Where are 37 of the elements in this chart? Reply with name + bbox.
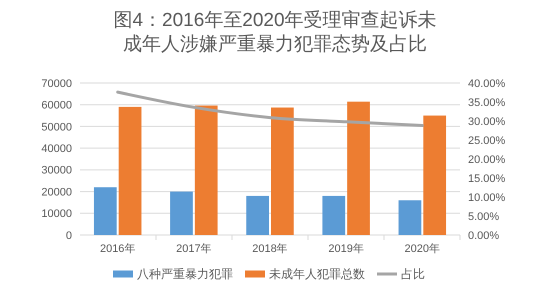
- x-tick-label: 2017年: [176, 243, 212, 255]
- line-series: [116, 90, 424, 128]
- bar: [94, 187, 117, 235]
- y-tick-label: 40000: [41, 142, 72, 155]
- bar: [246, 196, 269, 235]
- y-tick-label: 30000: [41, 164, 72, 177]
- x-tick-label: 2016年: [100, 243, 136, 255]
- y-tick-label: 10000: [41, 208, 72, 220]
- bar: [170, 192, 193, 235]
- bar: [398, 200, 422, 235]
- y2-tick-label: 15.00%: [468, 172, 506, 185]
- x-tick-label: 2019年: [328, 243, 364, 255]
- y2-tick-label: 30.00%: [468, 116, 506, 128]
- x-tick-label: 2020年: [404, 243, 440, 255]
- bar: [423, 116, 446, 235]
- y-tick-label: 50000: [41, 121, 72, 134]
- bar: [194, 106, 218, 235]
- y2-tick-label: 0.00%: [468, 230, 500, 242]
- y-tick-label: 70000: [41, 78, 72, 90]
- y2-tick-label: 35.00%: [468, 96, 506, 109]
- legend-label: 未成年人犯罪总数: [269, 267, 365, 282]
- y2-tick-label: 10.00%: [468, 192, 506, 204]
- legend-label: 占比: [401, 267, 425, 282]
- chart-title: 图4：2016年至2020年受理审查起诉未成年人涉嫌严重暴力犯罪态势及占比: [113, 9, 437, 55]
- bar: [118, 106, 142, 235]
- y2-tick-label: 20.00%: [468, 154, 506, 166]
- y-tick-label: 60000: [41, 100, 72, 112]
- bar: [347, 102, 370, 235]
- y2-tick-label: 5.00%: [468, 210, 500, 223]
- legend-label: 八种严重暴力犯罪: [137, 267, 233, 282]
- y2-tick-label: 40.00%: [468, 78, 506, 90]
- bar: [271, 108, 294, 235]
- y-tick-label: 0: [66, 230, 72, 242]
- x-tick-label: 2018年: [252, 243, 288, 255]
- y2-tick-label: 25.00%: [468, 134, 506, 147]
- bar: [322, 196, 346, 235]
- y-tick-label: 20000: [41, 186, 72, 198]
